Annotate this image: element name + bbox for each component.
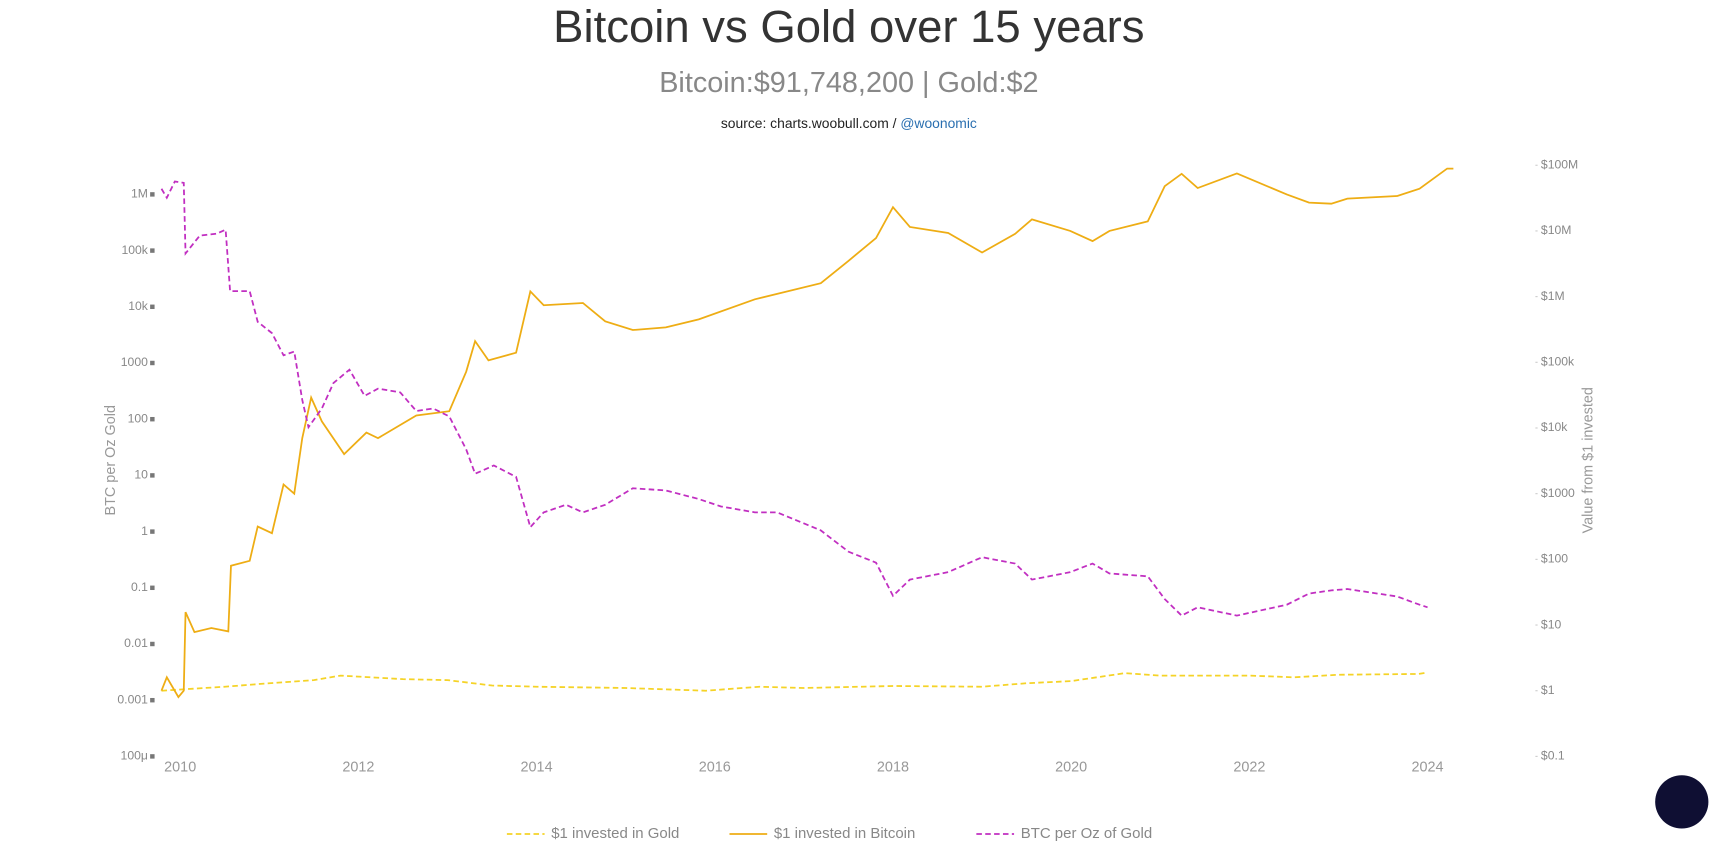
y-tick-label: 10k xyxy=(128,299,149,313)
legend-label: $1 invested in Gold xyxy=(551,825,679,842)
y-tick-label: 1 xyxy=(141,524,148,538)
y2-tick-label: $100M xyxy=(1541,157,1578,171)
legend-label: $1 invested in Bitcoin xyxy=(774,825,915,842)
y-tick-mark xyxy=(150,585,155,591)
y-tick-mark xyxy=(150,473,155,478)
chart-subtitle: Bitcoin:$91,748,200 | Gold:$2 xyxy=(659,67,1038,99)
y-tick-label: 0.01 xyxy=(124,636,148,650)
y2-tick-label: $1000 xyxy=(1541,486,1575,500)
y-tick-label: 10 xyxy=(134,468,148,482)
series-line xyxy=(160,167,1454,699)
x-tick-label: 2016 xyxy=(699,759,731,775)
chat-button[interactable] xyxy=(1655,775,1709,829)
y-tick-mark xyxy=(150,360,155,366)
series-line xyxy=(161,671,1428,692)
x-tick-label: 2014 xyxy=(521,759,553,775)
chart-title: Bitcoin vs Gold over 15 years xyxy=(553,1,1144,52)
source-link[interactable]: @woonomic xyxy=(900,115,977,131)
y2-tick-label: $100 xyxy=(1541,552,1568,566)
y-tick-mark xyxy=(150,641,155,647)
x-tick-label: 2018 xyxy=(877,759,909,775)
y-tick-mark xyxy=(150,529,155,534)
x-tick-label: 2020 xyxy=(1055,759,1087,775)
y-tick-label: 1M xyxy=(131,187,148,201)
y2-tick-label: $0.1 xyxy=(1541,749,1565,763)
y-axis-title: BTC per Oz Gold xyxy=(103,405,119,515)
y-tick-mark xyxy=(150,192,155,197)
y2-tick-label: $100k xyxy=(1541,355,1575,369)
y2-tick-label: $1 xyxy=(1541,683,1555,697)
y-tick-mark xyxy=(150,754,155,759)
y-tick-label: 100 xyxy=(128,411,149,425)
series-line xyxy=(160,180,1428,617)
y-tick-mark xyxy=(150,304,155,310)
y-tick-label: 1000 xyxy=(121,355,148,369)
legend-label: BTC per Oz of Gold xyxy=(1021,825,1152,842)
y2-axis-title: Value from $1 invested xyxy=(1580,387,1596,533)
x-tick-label: 2010 xyxy=(164,759,196,775)
source-text: source: charts.woobull.com / xyxy=(721,115,900,131)
x-tick-label: 2012 xyxy=(342,759,374,775)
x-tick-label: 2024 xyxy=(1412,759,1444,775)
y-tick-mark xyxy=(150,416,155,422)
y-tick-mark xyxy=(150,248,155,253)
y2-tick-label: $10 xyxy=(1541,617,1562,631)
y-tick-label: 100k xyxy=(121,243,148,257)
y-tick-label: 0.1 xyxy=(131,580,148,594)
y2-tick-label: $1M xyxy=(1541,289,1565,303)
y-tick-label: 100μ xyxy=(121,749,148,763)
y-tick-label: 0.001 xyxy=(117,692,148,706)
x-tick-label: 2022 xyxy=(1233,759,1265,775)
y-tick-mark xyxy=(150,697,155,703)
y2-tick-label: $10k xyxy=(1541,420,1568,434)
source: source: charts.woobull.com / @woonomic xyxy=(721,115,977,131)
y2-tick-label: $10M xyxy=(1541,223,1572,237)
